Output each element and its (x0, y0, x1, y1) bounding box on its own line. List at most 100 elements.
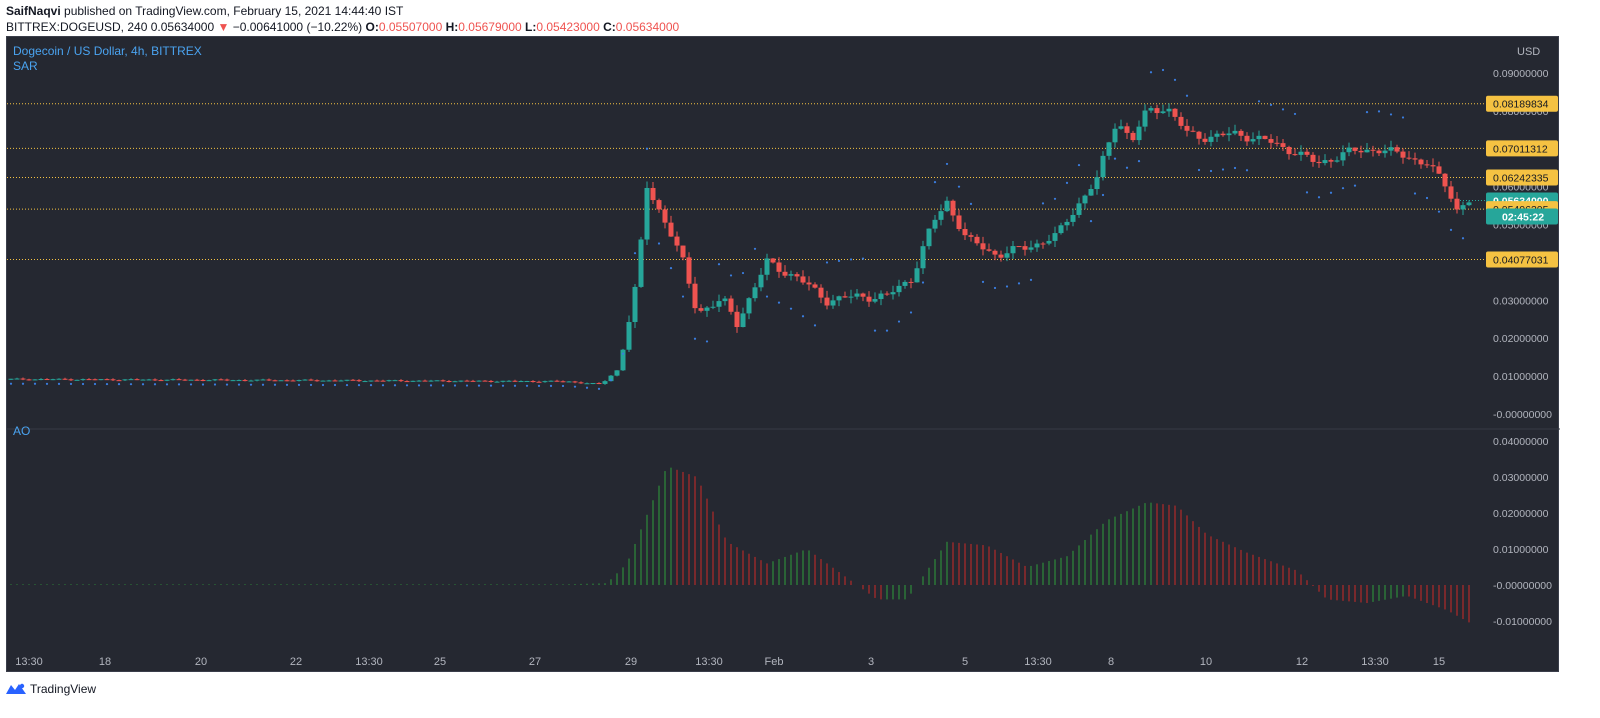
candle-body (902, 281, 908, 286)
sar-dot (597, 387, 601, 390)
candle-body (26, 379, 32, 381)
candle-body (1226, 133, 1232, 136)
tradingview-brand[interactable]: TradingView (30, 682, 97, 696)
candle-body (440, 380, 446, 382)
sar-dot (885, 329, 889, 332)
candle-body (86, 379, 92, 381)
candle-body (746, 298, 752, 314)
sar-dot (897, 320, 901, 323)
candle-body (1244, 135, 1250, 142)
candle-body (1238, 130, 1244, 136)
candle-body (992, 250, 998, 255)
sar-dot (273, 383, 277, 386)
sar-dot (1137, 160, 1141, 163)
candle-body (680, 245, 686, 258)
sar-dot (645, 147, 649, 150)
candle-body (560, 381, 566, 383)
sar-dot (609, 379, 613, 382)
candle-body (920, 246, 926, 269)
sar-dot (45, 382, 49, 385)
candle-body (1058, 225, 1064, 234)
candle-body (368, 380, 374, 382)
sar-dot (525, 384, 529, 387)
candle-body (1274, 142, 1280, 144)
time-axis-label: 13:30 (1024, 656, 1052, 668)
candle-body (1070, 214, 1076, 222)
candle-body (1184, 125, 1190, 131)
candle-body (350, 379, 356, 381)
sar-dot (69, 382, 73, 386)
candle-body (818, 287, 824, 298)
candle-body (152, 379, 158, 381)
candle-body (1148, 108, 1154, 111)
candle-body (68, 379, 74, 381)
high-value: 0.05679000 (458, 20, 522, 34)
sar-dot (1017, 282, 1021, 285)
sar-dot (729, 274, 733, 277)
sar-dot (1125, 166, 1129, 169)
candle-body (1034, 243, 1040, 248)
chart-title: Dogecoin / US Dollar, 4h, BITTREX (13, 44, 202, 58)
sar-dot (1245, 169, 1249, 172)
candle-body (464, 380, 470, 382)
candle-body (848, 296, 854, 298)
candle-body (632, 286, 638, 323)
candle-body (566, 381, 572, 383)
candle-body (452, 381, 458, 383)
candle-body (182, 379, 188, 381)
level-price-label: 0.06242335 (1493, 172, 1549, 184)
candle-body (254, 379, 260, 381)
sar-dot (297, 383, 301, 386)
time-axis-label: 20 (195, 656, 207, 668)
candle-body (1004, 253, 1010, 258)
ao-tick-label: 0.03000000 (1493, 472, 1549, 484)
sar-dot (309, 383, 313, 387)
sar-dot (285, 383, 289, 386)
candle-body (392, 380, 398, 382)
candle-body (896, 285, 902, 293)
sar-dot (237, 383, 241, 386)
sar-dot (333, 383, 337, 387)
sar-dot (417, 384, 421, 387)
chart-frame[interactable]: Dogecoin / US Dollar, 4h, BITTREX SAR AO US… (6, 36, 1560, 673)
sar-dot (981, 280, 985, 283)
sar-dot (1305, 191, 1309, 194)
candle-body (524, 381, 530, 383)
sar-dot (1077, 163, 1081, 167)
publication-header: SaifNaqvi published on TradingView.com, … (6, 0, 1596, 36)
countdown-badge (1486, 208, 1558, 225)
sar-dot (1005, 285, 1009, 288)
sar-dot (477, 384, 481, 387)
candle-body (728, 298, 734, 312)
sar-dot (1437, 210, 1441, 213)
sar-dot (717, 263, 721, 266)
author-name[interactable]: SaifNaqvi (6, 4, 61, 18)
candle-body (134, 379, 140, 381)
open-value: 0.05507000 (378, 20, 443, 34)
candle-body (494, 381, 500, 383)
candle-body (326, 380, 332, 382)
sar-dot (381, 384, 385, 387)
candle-body (512, 380, 518, 382)
sar-dot (1161, 68, 1165, 72)
level-price-label: 0.04077031 (1493, 255, 1549, 267)
candle-body (1208, 136, 1214, 142)
candle-body (1388, 147, 1394, 151)
candle-body (1340, 152, 1346, 161)
sar-dot (141, 383, 145, 386)
sar-dot (549, 384, 553, 387)
sar-dot (1365, 111, 1369, 114)
candle-body (1232, 130, 1238, 134)
sar-legend: SAR (13, 59, 38, 73)
sar-dot (165, 383, 169, 386)
candle-body (218, 379, 224, 381)
candle-body (704, 307, 710, 311)
candle-body (1142, 110, 1148, 127)
candle-body (1418, 159, 1424, 165)
candle-body (158, 380, 164, 382)
candle-body (302, 379, 308, 381)
candle-body (482, 380, 488, 382)
sar-dot (825, 261, 829, 264)
candle-body (506, 380, 512, 382)
